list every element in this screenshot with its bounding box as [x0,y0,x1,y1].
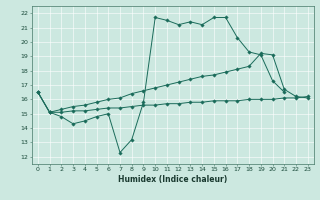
X-axis label: Humidex (Indice chaleur): Humidex (Indice chaleur) [118,175,228,184]
